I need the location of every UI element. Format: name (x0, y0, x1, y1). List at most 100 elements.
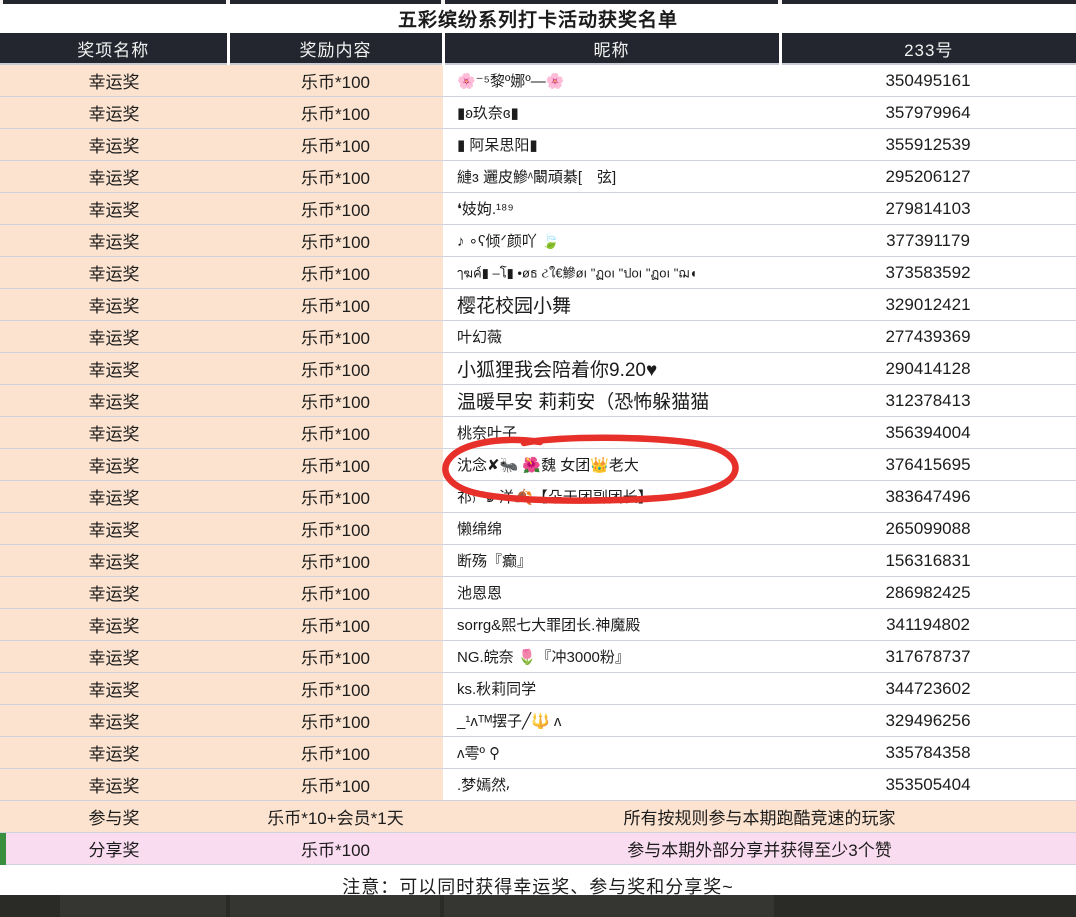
nickname-text: 池恩恩 (457, 585, 503, 602)
cell-reward-content: 乐币*100 (228, 608, 443, 641)
cell-award-name: 幸运奖 (0, 384, 228, 417)
table-row: 幸运奖 乐币*100 叶幻薇 277439369 (0, 320, 1076, 353)
table-row: 幸运奖 乐币*100 .梦嫣然⸴ 353505404 (0, 768, 1076, 801)
table-row: 幸运奖 乐币*100 断殇『癫』 156316831 (0, 544, 1076, 577)
cell-nickname: 樱花校园小舞 (443, 288, 780, 321)
cell-nickname: NG.皖奈 🌷『冲3000粉』 (443, 640, 780, 673)
cell-player-id: 357979964 (780, 96, 1076, 129)
bottom-sliver-segment-2 (230, 895, 440, 917)
cell-player-id: 329012421 (780, 288, 1076, 321)
cell-player-id: 341194802 (780, 608, 1076, 641)
cell-award-name: 幸运奖 (0, 416, 228, 449)
top-cut-off-row (0, 0, 1076, 4)
cell-award-name: 幸运奖 (0, 512, 228, 545)
table-row: 幸运奖 乐币*100 温暖早安 莉莉安（恐怖躲猫猫 312378413 (0, 384, 1076, 417)
cell-reward-content: 乐币*100 (228, 160, 443, 193)
table-row: 幸运奖 乐币*100 _¹ᴧᵀᴹ摆子╱🔱 ᴧ 329496256 (0, 704, 1076, 737)
nickname-text: 小狐狸我会陪着你9.20♥ (457, 360, 658, 381)
cell-player-id: 350495161 (780, 64, 1076, 97)
nickname-text: 叶幻薇 (457, 329, 503, 346)
cell-award-name: 幸运奖 (0, 736, 228, 769)
column-header-reward-content: 奖励内容 (228, 33, 445, 65)
cell-nickname: ▮ 阿呆思阳▮ (443, 128, 780, 161)
top-sliver-gap-3 (441, 0, 445, 4)
cell-player-id: 329496256 (780, 704, 1076, 737)
nickname-text: ks.秋莉同学 (457, 681, 537, 698)
cell-nickname: ๅฆค์▮ –โ▮ •øธ ટใ€鰺øı "ฏoı "ปoı "ฏoı "ฌ◖ (443, 256, 780, 289)
cell-nickname: 温暖早安 莉莉安（恐怖躲猫猫 (443, 384, 780, 417)
cell-award-name: 幸运奖 (0, 672, 228, 705)
cell-award-name: 幸运奖 (0, 640, 228, 673)
table-header-row: 奖项名称 奖励内容 昵称 233号 (0, 33, 1076, 65)
cell-nickname: 縺ɜ 邐皮鰺ᶺ闞頑綦[ 弦] (443, 160, 780, 193)
cell-player-id: 286982425 (780, 576, 1076, 609)
cell-reward-content: 乐币*100 (228, 736, 443, 769)
cell-player-id: 317678737 (780, 640, 1076, 673)
table-row: 幸运奖 乐币*100 ๅฆค์▮ –โ▮ •øธ ટใ€鰺øı "ฏoı "ปoı … (0, 256, 1076, 289)
cell-reward-content: 乐币*100 (228, 576, 443, 609)
cell-player-id: 290414128 (780, 352, 1076, 385)
nickname-text: 祁₎ º๑ 洋🍂【朵于团副团长】 (457, 488, 653, 506)
cell-nickname: _¹ᴧᵀᴹ摆子╱🔱 ᴧ (443, 704, 780, 737)
table-row: 幸运奖 乐币*100 ᴧ雩º ⚲ 335784358 (0, 736, 1076, 769)
cell-reward-content: 乐币*100 (228, 96, 443, 129)
cell-player-id: 265099088 (780, 512, 1076, 545)
cell-player-id: 156316831 (780, 544, 1076, 577)
table-row: 幸运奖 乐币*100 沈念✘🐜 🌺魏 女团👑老大 376415695 (0, 448, 1076, 481)
cell-player-id: 295206127 (780, 160, 1076, 193)
table-row: 幸运奖 乐币*100 ks.秋莉同学 344723602 (0, 672, 1076, 705)
cell-reward-content: 乐币*100 (228, 224, 443, 257)
table-row: 幸运奖 乐币*100 祁₎ º๑ 洋🍂【朵于团副团长】 383647496 (0, 480, 1076, 513)
cell-nickname: 桃奈叶子 (443, 416, 780, 449)
cell-condition-description: 参与本期外部分享并获得至少3个赞 (443, 832, 1076, 865)
cell-award-name: 幸运奖 (0, 480, 228, 513)
nickname-text: .梦嫣然⸴ (457, 777, 511, 794)
top-sliver-gap-1 (0, 0, 3, 4)
column-header-player-id: 233号 (780, 33, 1076, 65)
cell-nickname: 叶幻薇 (443, 320, 780, 353)
cell-nickname: ks.秋莉同学 (443, 672, 780, 705)
cell-nickname: ❛妓姁.¹⁸⁹ (443, 192, 780, 225)
table-row: 幸运奖 乐币*100 sorrg&熙七大罪团长.神魔殿 341194802 (0, 608, 1076, 641)
cell-reward-content: 乐币*100 (228, 288, 443, 321)
cell-award-name: 参与奖 (0, 800, 228, 833)
cell-reward-content: 乐币*100 (228, 832, 443, 865)
cell-award-name: 幸运奖 (0, 768, 228, 801)
cell-reward-content: 乐币*100 (228, 544, 443, 577)
cell-award-name: 分享奖 (0, 832, 228, 865)
table-row: 幸运奖 乐币*100 縺ɜ 邐皮鰺ᶺ闞頑綦[ 弦] 295206127 (0, 160, 1076, 193)
table-row: 幸运奖 乐币*100 桃奈叶子 356394004 (0, 416, 1076, 449)
nickname-text: 樱花校园小舞 (457, 296, 572, 317)
cell-award-name: 幸运奖 (0, 256, 228, 289)
cell-nickname: 断殇『癫』 (443, 544, 780, 577)
nickname-text: ▮ 阿呆思阳▮ (457, 137, 538, 154)
top-sliver-gap-4 (778, 0, 782, 4)
cell-nickname: 🌸⁻⁵黎º娜º—🌸 (443, 64, 780, 97)
cell-reward-content: 乐币*100 (228, 672, 443, 705)
cell-reward-content: 乐币*100 (228, 448, 443, 481)
cell-nickname: ▮ʚ玖奈ɞ▮ (443, 96, 780, 129)
nickname-text: 縺ɜ 邐皮鰺ᶺ闞頑綦[ 弦] (457, 169, 617, 186)
cell-player-id: 383647496 (780, 480, 1076, 513)
cell-award-name: 幸运奖 (0, 704, 228, 737)
cell-condition-description: 所有按规则参与本期跑酷竞速的玩家 (443, 800, 1076, 833)
table-row: 幸运奖 乐币*100 ♪ ∘ʕ倾ᐟ颜吖 🍃 377391179 (0, 224, 1076, 257)
page-title: 五彩缤纷系列打卡活动获奖名单 (0, 4, 1076, 33)
cell-player-id: 279814103 (780, 192, 1076, 225)
share-award-row: 分享奖 乐币*100 参与本期外部分享并获得至少3个赞 (0, 832, 1076, 865)
nickname-text: ᴧ雩º ⚲ (457, 745, 501, 762)
cell-award-name: 幸运奖 (0, 160, 228, 193)
table-row: 幸运奖 乐币*100 池恩恩 286982425 (0, 576, 1076, 609)
table-row: 幸运奖 乐币*100 🌸⁻⁵黎º娜º—🌸 350495161 (0, 64, 1076, 97)
winners-table-body: 幸运奖 乐币*100 🌸⁻⁵黎º娜º—🌸 350495161 幸运奖 乐币*100 ▮ʚ玖奈… (0, 64, 1076, 865)
cell-reward-content: 乐币*100 (228, 480, 443, 513)
nickname-text: 温暖早安 莉莉安（恐怖躲猫猫 (457, 392, 710, 413)
cell-award-name: 幸运奖 (0, 96, 228, 129)
cell-nickname: 池恩恩 (443, 576, 780, 609)
table-row: 幸运奖 乐币*100 懒绵绵 265099088 (0, 512, 1076, 545)
table-row: 幸运奖 乐币*100 樱花校园小舞 329012421 (0, 288, 1076, 321)
cell-nickname: 懒绵绵 (443, 512, 780, 545)
nickname-text: 🌸⁻⁵黎º娜º—🌸 (457, 73, 565, 90)
cell-award-name: 幸运奖 (0, 352, 228, 385)
table-row: 幸运奖 乐币*100 ❛妓姁.¹⁸⁹ 279814103 (0, 192, 1076, 225)
